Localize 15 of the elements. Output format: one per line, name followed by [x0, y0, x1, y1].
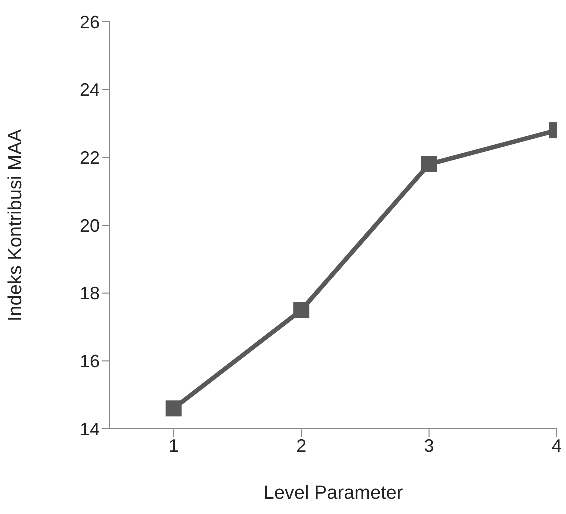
x-axis-title: Level Parameter	[264, 483, 404, 504]
y-tick-label: 24	[80, 80, 100, 100]
y-tick-label: 16	[80, 352, 100, 372]
x-tick-label: 1	[168, 436, 179, 456]
point	[166, 400, 182, 417]
x-tick-label: 4	[552, 436, 562, 456]
y-tick-label: 22	[80, 148, 100, 168]
y-tick-label: 20	[80, 216, 100, 236]
y-tick-label: 14	[80, 419, 100, 440]
point	[294, 302, 310, 318]
x-tick-label: 3	[424, 436, 434, 456]
y-axis-title: Indeks Kontribusi MAA	[6, 129, 27, 322]
y-tick-label: 26	[80, 12, 100, 32]
x-tick-label: 2	[296, 436, 307, 456]
y-tick-label: 18	[80, 284, 100, 304]
